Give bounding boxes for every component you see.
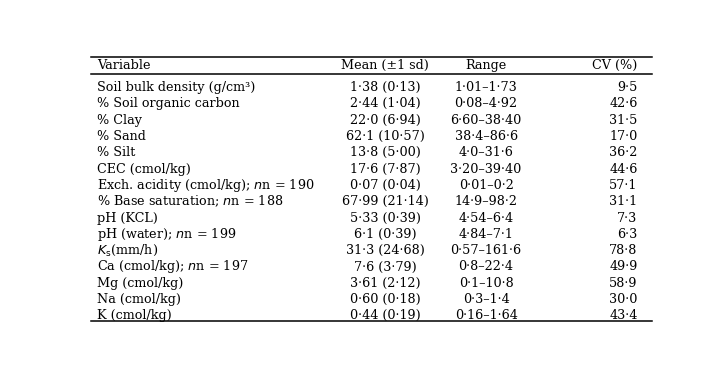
Text: 44·6: 44·6	[609, 163, 638, 176]
Text: 78·8: 78·8	[609, 244, 638, 257]
Text: 0·60 (0·18): 0·60 (0·18)	[350, 293, 421, 306]
Text: 0·01–0·2: 0·01–0·2	[458, 179, 513, 192]
Text: 58·9: 58·9	[609, 277, 638, 290]
Text: Mg (cmol/kg): Mg (cmol/kg)	[97, 277, 184, 290]
Text: pH (KCL): pH (KCL)	[97, 212, 158, 225]
Text: 36·2: 36·2	[609, 146, 638, 159]
Text: 17·6 (7·87): 17·6 (7·87)	[350, 163, 421, 176]
Text: K (cmol/kg): K (cmol/kg)	[97, 309, 172, 322]
Text: pH (water); $n$n = 199: pH (water); $n$n = 199	[97, 226, 237, 243]
Text: % Base saturation; $n$n = 188: % Base saturation; $n$n = 188	[97, 194, 284, 209]
Text: 0·8–22·4: 0·8–22·4	[458, 261, 513, 273]
Text: CEC (cmol/kg): CEC (cmol/kg)	[97, 163, 191, 176]
Text: % Soil organic carbon: % Soil organic carbon	[97, 97, 240, 111]
Text: 17·0: 17·0	[610, 130, 638, 143]
Text: 49·9: 49·9	[609, 261, 638, 273]
Text: 2·44 (1·04): 2·44 (1·04)	[350, 97, 421, 111]
Text: 0·1–10·8: 0·1–10·8	[459, 277, 513, 290]
Text: 4·84–7·1: 4·84–7·1	[458, 228, 513, 241]
Text: 4·0–31·6: 4·0–31·6	[458, 146, 513, 159]
Text: 13·8 (5·00): 13·8 (5·00)	[350, 146, 421, 159]
Text: 31·3 (24·68): 31·3 (24·68)	[345, 244, 424, 257]
Text: 6·3: 6·3	[618, 228, 638, 241]
Text: 0·3–1·4: 0·3–1·4	[463, 293, 510, 306]
Text: 57·1: 57·1	[609, 179, 638, 192]
Text: 0·44 (0·19): 0·44 (0·19)	[350, 309, 421, 322]
Text: 7·6 (3·79): 7·6 (3·79)	[354, 261, 416, 273]
Text: 7·3: 7·3	[618, 212, 638, 225]
Text: 14·9–98·2: 14·9–98·2	[455, 195, 518, 208]
Text: 67·99 (21·14): 67·99 (21·14)	[342, 195, 429, 208]
Text: 0·07 (0·04): 0·07 (0·04)	[350, 179, 421, 192]
Text: 3·61 (2·12): 3·61 (2·12)	[350, 277, 421, 290]
Text: 22·0 (6·94): 22·0 (6·94)	[350, 114, 421, 127]
Text: % Sand: % Sand	[97, 130, 146, 143]
Text: Range: Range	[466, 59, 507, 72]
Text: 4·54–6·4: 4·54–6·4	[458, 212, 513, 225]
Text: 1·01–1·73: 1·01–1·73	[455, 81, 518, 94]
Text: CV (%): CV (%)	[592, 59, 638, 72]
Text: 43·4: 43·4	[609, 309, 638, 322]
Text: 5·33 (0·39): 5·33 (0·39)	[350, 212, 421, 225]
Text: 42·6: 42·6	[609, 97, 638, 111]
Text: 0·57–161·6: 0·57–161·6	[450, 244, 521, 257]
Text: % Silt: % Silt	[97, 146, 135, 159]
Text: 0·16–1·64: 0·16–1·64	[455, 309, 518, 322]
Text: 9·5: 9·5	[617, 81, 638, 94]
Text: Ca (cmol/kg); $n$n = 197: Ca (cmol/kg); $n$n = 197	[97, 258, 248, 276]
Text: 6·60–38·40: 6·60–38·40	[450, 114, 522, 127]
Text: Variable: Variable	[97, 59, 151, 72]
Text: 0·08–4·92: 0·08–4·92	[455, 97, 518, 111]
Text: % Clay: % Clay	[97, 114, 142, 127]
Text: Exch. acidity (cmol/kg); $n$n = 190: Exch. acidity (cmol/kg); $n$n = 190	[97, 177, 315, 194]
Text: 31·1: 31·1	[610, 195, 638, 208]
Text: 62·1 (10·57): 62·1 (10·57)	[345, 130, 424, 143]
Text: 6·1 (0·39): 6·1 (0·39)	[354, 228, 416, 241]
Text: 3·20–39·40: 3·20–39·40	[450, 163, 522, 176]
Text: 1·38 (0·13): 1·38 (0·13)	[350, 81, 421, 94]
Text: Mean (±1 sd): Mean (±1 sd)	[341, 59, 429, 72]
Text: 38·4–86·6: 38·4–86·6	[455, 130, 518, 143]
Text: 31·5: 31·5	[609, 114, 638, 127]
Text: 30·0: 30·0	[609, 293, 638, 306]
Text: Na (cmol/kg): Na (cmol/kg)	[97, 293, 181, 306]
Text: $K_{\rm s}$(mm/h): $K_{\rm s}$(mm/h)	[97, 243, 159, 258]
Text: Soil bulk density (g/cm³): Soil bulk density (g/cm³)	[97, 81, 256, 94]
